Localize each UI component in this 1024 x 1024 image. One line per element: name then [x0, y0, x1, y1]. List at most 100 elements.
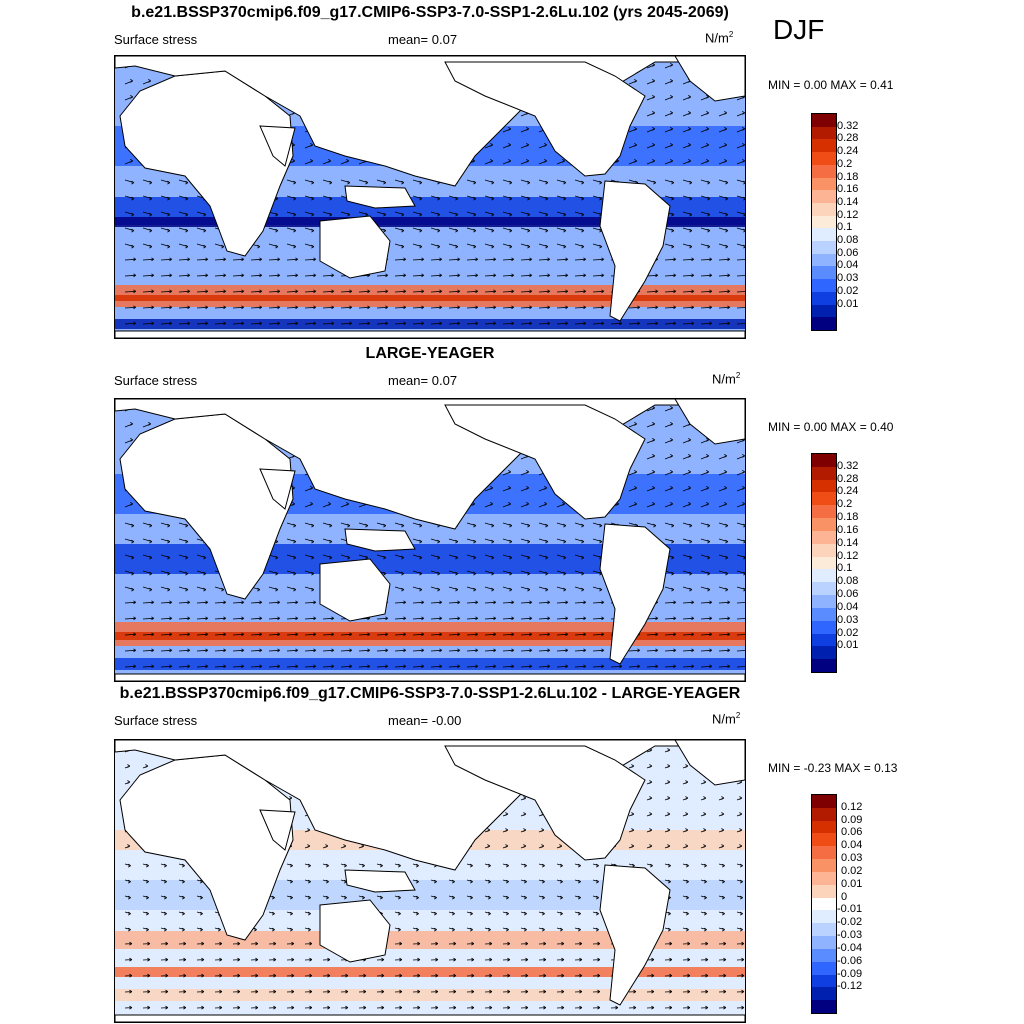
vector-arrow [502, 648, 515, 653]
vector-arrow [718, 127, 728, 133]
colorbar-tick-label: -0.04 [837, 941, 863, 954]
vector-arrow [214, 616, 227, 621]
vector-arrow [142, 648, 155, 653]
vector-arrow [214, 941, 223, 946]
vector-arrow [592, 863, 599, 868]
vector-arrow [322, 1005, 331, 1010]
vector-arrow [340, 664, 353, 669]
vector-arrow [520, 600, 533, 605]
vector-arrow [394, 227, 405, 233]
vector-arrow [736, 470, 745, 476]
vector-arrow [520, 273, 533, 278]
vector-arrow [160, 227, 171, 233]
vector-arrow [700, 454, 710, 460]
vector-arrow [142, 664, 155, 669]
vector-arrow [520, 973, 529, 978]
vector-arrow [412, 570, 423, 576]
vector-arrow [574, 243, 585, 249]
vector-arrow [502, 632, 515, 637]
colorbar-tick-label: 0.2 [837, 157, 853, 170]
vector-arrow [412, 957, 421, 962]
vector-arrow [484, 243, 495, 249]
vector-arrow [556, 911, 563, 916]
vector-arrow [160, 257, 173, 262]
panel-3-variable: Surface stress [114, 713, 198, 728]
colorbar-tick-label: 0.12 [837, 208, 859, 221]
vector-arrow [430, 257, 443, 262]
vector-arrow [178, 648, 191, 653]
colorbar-tick-label: 0.16 [837, 183, 859, 196]
vector-arrow [718, 111, 728, 117]
vector-arrow [358, 863, 365, 868]
colorbar-box [812, 948, 836, 962]
vector-arrow [682, 879, 689, 884]
vector-arrow [664, 470, 674, 476]
vector-arrow [736, 323, 745, 325]
vector-arrow [538, 1005, 547, 1010]
vector-arrow [664, 957, 673, 962]
vector-arrow [574, 648, 587, 653]
vector-arrow [682, 257, 695, 262]
vector-arrow [502, 844, 509, 849]
vector-arrow [736, 538, 745, 544]
vector-arrow [448, 273, 461, 278]
vector-arrow [250, 648, 263, 653]
vector-arrow [556, 600, 569, 605]
vector-arrow [142, 554, 153, 560]
vector-arrow [502, 600, 515, 605]
vector-arrow [304, 289, 317, 294]
colorbar-box [812, 492, 836, 506]
vector-arrow [484, 664, 497, 669]
vector-arrow [520, 796, 527, 801]
colorbar-box [812, 454, 836, 467]
vector-arrow [520, 989, 529, 994]
vector-arrow [682, 127, 692, 133]
stress-band [115, 217, 745, 227]
vector-arrow [556, 957, 565, 962]
vector-arrow [268, 321, 281, 326]
vector-arrow [232, 632, 245, 637]
vector-arrow [502, 941, 511, 946]
vector-arrow [304, 828, 311, 833]
vector-arrow [682, 863, 689, 868]
vector-arrow [376, 522, 387, 528]
vector-arrow [124, 1005, 133, 1010]
vector-arrow [430, 941, 439, 946]
panel-2-units: N/m2 [712, 371, 740, 386]
vector-arrow [286, 632, 299, 637]
vector-arrow [664, 586, 675, 592]
vector-arrow [448, 321, 461, 326]
vector-arrow [664, 79, 674, 85]
vector-arrow [214, 257, 227, 262]
vector-arrow [124, 664, 137, 669]
colorbar-box [812, 304, 836, 318]
vector-arrow [286, 973, 295, 978]
vector-arrow [538, 586, 549, 592]
vector-arrow [196, 586, 207, 592]
vector-arrow [448, 1005, 457, 1010]
vector-arrow [286, 989, 295, 994]
vector-arrow [556, 305, 569, 310]
vector-arrow [304, 632, 317, 637]
vector-arrow [394, 863, 401, 868]
vector-arrow [484, 273, 497, 278]
vector-arrow [574, 927, 581, 932]
vector-arrow [394, 243, 405, 249]
vector-arrow [466, 586, 477, 592]
colorbar-tick-label: 0.12 [841, 800, 863, 813]
vector-arrow [592, 1005, 601, 1010]
colorbar-box [812, 987, 836, 1001]
vector-arrow [124, 211, 135, 217]
vector-arrow [358, 895, 365, 900]
vector-arrow [520, 828, 527, 833]
vector-arrow [736, 522, 745, 528]
vector-arrow [322, 895, 329, 900]
vector-arrow [592, 879, 599, 884]
vector-arrow [286, 179, 297, 185]
vector-arrow [502, 195, 513, 201]
vector-arrow [556, 273, 569, 278]
vector-arrow [592, 664, 605, 669]
vector-arrow [538, 648, 551, 653]
vector-arrow [664, 273, 677, 278]
vector-arrow [160, 586, 171, 592]
